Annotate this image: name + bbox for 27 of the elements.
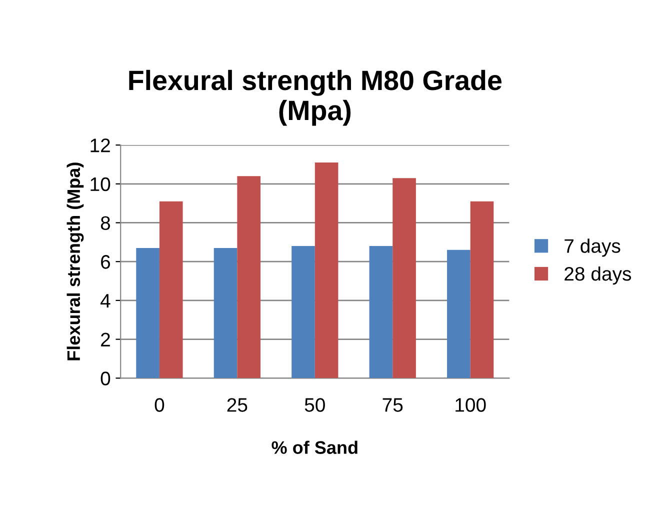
x-tick-label: 0 — [154, 398, 164, 412]
legend-label: 28 days — [564, 266, 632, 285]
bar — [392, 178, 416, 378]
y-tick-label: 2 — [101, 332, 110, 346]
x-tick-label: 50 — [304, 398, 325, 412]
chart-title: Flexural strength M80 Grade (Mpa) — [129, 70, 502, 126]
bar — [237, 176, 260, 378]
y-tick-label: 12 — [90, 138, 110, 152]
x-tick-label: 75 — [382, 398, 403, 412]
bar — [159, 201, 183, 378]
legend-label: 7 days — [564, 238, 620, 257]
y-tick-label: 6 — [101, 255, 110, 269]
x-tick-label: 25 — [227, 398, 248, 412]
y-axis-title: Flexural strength (Mpa) — [66, 162, 84, 360]
x-axis-title: % of Sand — [272, 440, 358, 454]
x-tick-label: 100 — [456, 398, 486, 412]
bar — [369, 246, 393, 378]
bar — [470, 201, 494, 378]
bar — [292, 246, 315, 378]
y-tick-label: 10 — [90, 177, 110, 192]
bar — [136, 248, 160, 378]
bar — [214, 248, 238, 378]
y-tick-label: 8 — [100, 216, 110, 230]
y-tick-label: 4 — [100, 294, 110, 308]
bar — [447, 250, 470, 378]
y-tick-label: 0 — [100, 372, 110, 386]
bar — [314, 162, 338, 378]
